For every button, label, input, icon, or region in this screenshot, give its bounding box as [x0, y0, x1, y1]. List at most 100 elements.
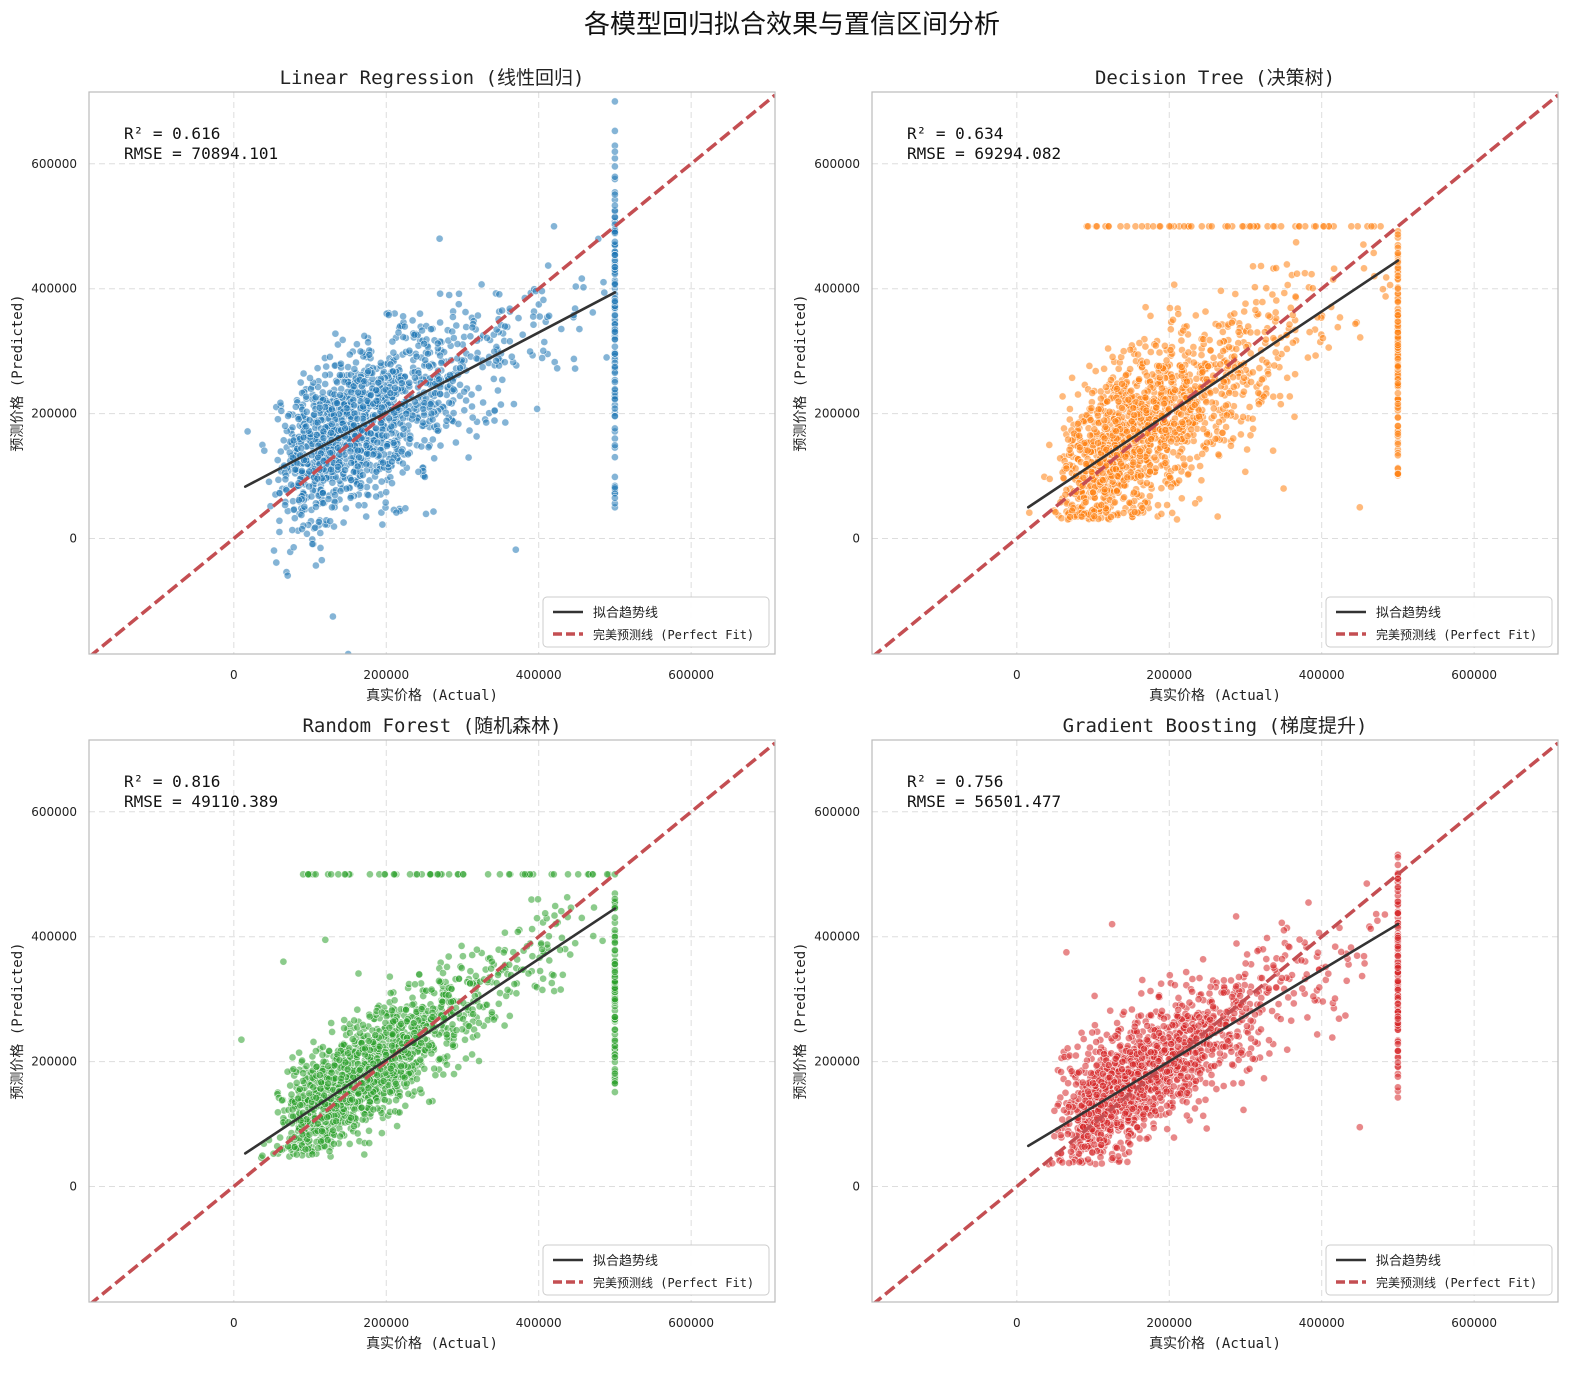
scatter-point	[294, 415, 303, 423]
scatter-point	[373, 1071, 382, 1079]
scatter-point	[1116, 222, 1125, 231]
scatter-point	[298, 1056, 306, 1065]
scatter-point	[1146, 467, 1154, 476]
scatter-point	[358, 471, 367, 479]
scatter-point	[1206, 346, 1215, 355]
scatter-point	[460, 406, 469, 415]
scatter-point	[1121, 452, 1130, 461]
scatter-point	[1085, 361, 1094, 370]
scatter-point	[1218, 327, 1227, 336]
scatter-point	[362, 460, 371, 469]
scatter-point	[374, 378, 383, 387]
scatter-point	[343, 1065, 352, 1074]
scatter-point	[1165, 304, 1174, 312]
scatter-point	[371, 1031, 380, 1040]
scatter-point	[1171, 386, 1179, 394]
scatter-point	[302, 392, 311, 401]
x-tick-label: 600000	[668, 668, 714, 682]
scatter-point	[416, 1055, 425, 1064]
scatter-point	[1119, 509, 1128, 517]
scatter-point	[1174, 310, 1183, 318]
scatter-point	[1136, 471, 1145, 480]
scatter-point	[487, 1008, 496, 1017]
scatter-point	[1180, 222, 1188, 231]
scatter-point	[350, 365, 359, 373]
rmse-annotation: RMSE = 69294.082	[907, 144, 1061, 163]
scatter-point	[325, 1046, 333, 1055]
scatter-point	[1083, 446, 1092, 455]
scatter-point	[1129, 425, 1138, 434]
scatter-point	[538, 985, 547, 994]
scatter-point	[386, 989, 395, 997]
scatter-point	[353, 462, 362, 471]
scatter-point	[611, 453, 619, 462]
scatter-point	[487, 964, 495, 973]
scatter-point	[449, 385, 458, 394]
scatter-point	[1282, 344, 1291, 353]
scatter-point	[1111, 465, 1120, 474]
scatter-point	[1180, 460, 1189, 469]
scatter-point	[611, 362, 619, 371]
scatter-point	[452, 321, 461, 330]
scatter-point	[362, 512, 371, 521]
scatter-point	[364, 338, 372, 347]
scatter-point	[1129, 403, 1138, 412]
scatter-point	[1096, 394, 1105, 403]
scatter-point	[318, 388, 327, 397]
scatter-point	[289, 543, 298, 552]
scatter-point	[1304, 353, 1312, 362]
scatter-point	[1248, 368, 1257, 377]
scatter-point	[1190, 401, 1199, 409]
scatter-point	[1251, 306, 1260, 314]
scatter-point	[455, 289, 463, 298]
scatter-point	[1094, 405, 1103, 414]
scatter-point	[350, 1105, 359, 1114]
scatter-point	[461, 1054, 470, 1063]
scatter-point	[1254, 388, 1263, 397]
scatter-point	[409, 1019, 418, 1028]
scatter-point	[372, 396, 381, 405]
scatter-point	[1330, 264, 1338, 273]
scatter-point	[466, 979, 474, 988]
scatter-point	[534, 895, 542, 904]
scatter-point	[412, 352, 421, 361]
scatter-point	[1065, 405, 1074, 413]
scatter-point	[390, 996, 399, 1005]
scatter-point	[448, 327, 457, 336]
scatter-point	[1124, 395, 1133, 404]
plot-frame	[88, 91, 776, 655]
scatter-point	[1394, 469, 1402, 478]
scatter-point	[322, 362, 331, 371]
scatter-point	[536, 967, 544, 975]
scatter-point	[1359, 240, 1368, 249]
scatter-point	[518, 330, 527, 339]
scatter-point	[1123, 473, 1132, 482]
scatter-point	[611, 342, 619, 351]
figure-title: 各模型回归拟合效果与置信区间分析	[583, 10, 1000, 40]
scatter-point	[1126, 345, 1135, 354]
scatter-point	[360, 331, 369, 340]
scatter-point	[352, 358, 360, 367]
scatter-point	[1142, 406, 1151, 415]
scatter-point	[379, 1077, 388, 1085]
scatter-point	[1276, 392, 1284, 400]
scatter-point	[1059, 473, 1068, 482]
scatter-point	[1183, 377, 1191, 386]
scatter-point	[316, 544, 325, 552]
scatter-point	[312, 1093, 321, 1102]
scatter-point	[308, 540, 317, 548]
scatter-point	[448, 1040, 457, 1049]
scatter-point	[558, 933, 566, 942]
scatter-point	[353, 446, 362, 455]
scatter-point	[274, 475, 283, 484]
scatter-point	[364, 367, 373, 376]
scatter-point	[296, 378, 305, 387]
scatter-point	[340, 1016, 349, 1024]
scatter-point	[309, 1083, 318, 1092]
scatter-point	[1126, 365, 1134, 373]
scatter-point	[1280, 289, 1289, 297]
scatter-point	[1394, 297, 1402, 306]
scatter-point	[399, 312, 407, 321]
scatter-point	[1104, 344, 1112, 353]
